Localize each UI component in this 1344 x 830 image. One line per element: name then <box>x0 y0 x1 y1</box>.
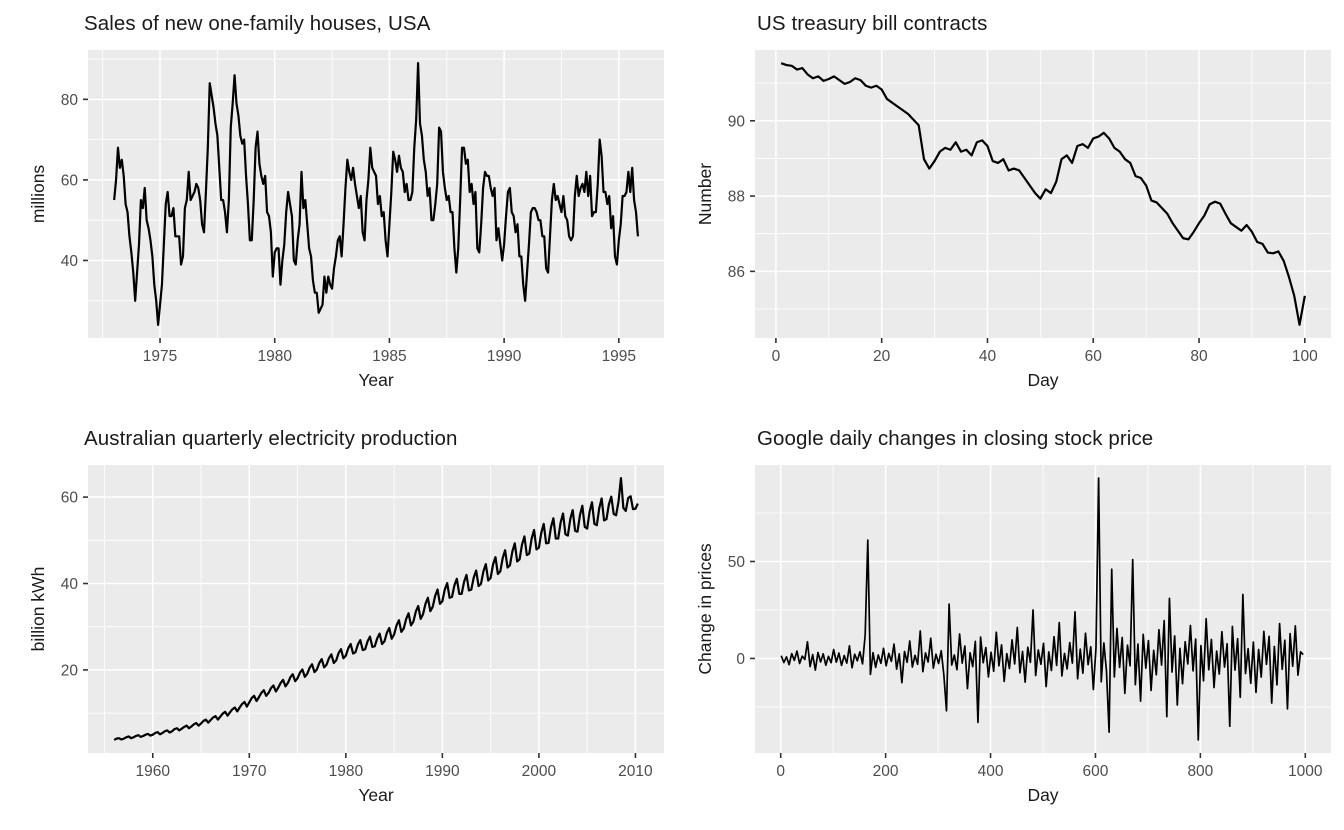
subplot-google-changes: Google daily changes in closing stock pr… <box>672 415 1344 830</box>
x-tick-label: 1960 <box>136 763 171 780</box>
x-axis-title: Year <box>358 370 394 390</box>
y-tick-label: 90 <box>728 113 746 130</box>
y-tick-label: 40 <box>61 576 79 593</box>
y-tick-label: 88 <box>728 189 745 206</box>
treasury-bills-chart: 0 20 40 60 80 100 86 88 90 Day Number <box>695 50 1331 390</box>
y-tick-label: 60 <box>61 172 79 189</box>
x-axis-title: Day <box>1027 785 1058 805</box>
x-tick-label: 0 <box>772 348 781 365</box>
x-tick-label: 1985 <box>372 348 406 365</box>
x-tick-label: 600 <box>1083 763 1109 780</box>
x-axis-title: Day <box>1027 370 1058 390</box>
x-tick-label: 2010 <box>618 763 653 780</box>
y-tick-label: 40 <box>61 253 79 270</box>
series-line <box>113 476 639 741</box>
y-tick-label: 86 <box>728 264 745 281</box>
x-tick-label: 1975 <box>143 348 177 365</box>
y-axis-title: Number <box>695 163 715 225</box>
chart-title-treasury-bills: US treasury bill contracts <box>757 12 988 35</box>
y-tick-label: 20 <box>61 662 79 679</box>
x-tick-label: 1990 <box>487 348 522 365</box>
chart-title-electricity: Australian quarterly electricity product… <box>84 427 458 450</box>
x-tick-label: 200 <box>873 763 899 780</box>
x-tick-label: 1980 <box>329 763 364 780</box>
series-line <box>780 477 1304 741</box>
y-axis-title: billion kWh <box>28 567 48 652</box>
electricity-chart: 1960 1970 1980 1990 2000 2010 20 40 60 Year billio… <box>28 465 664 805</box>
x-tick-label: 80 <box>1190 348 1208 365</box>
panel-background <box>88 465 664 753</box>
google-changes-chart: 0 200 400 600 800 1000 0 50 Day Change in prices <box>695 465 1331 805</box>
y-tick-label: 0 <box>736 651 745 668</box>
x-tick-label: 400 <box>978 763 1004 780</box>
x-tick-label: 1995 <box>602 348 636 365</box>
y-axis-title: Change in prices <box>695 543 715 675</box>
x-tick-label: 20 <box>873 348 891 365</box>
panel-background <box>88 50 664 338</box>
x-tick-label: 1970 <box>232 763 267 780</box>
x-tick-label: 1990 <box>425 763 460 780</box>
x-tick-label: 800 <box>1187 763 1213 780</box>
subplot-treasury-bills: US treasury bill contracts 0 20 40 60 80 100 8… <box>672 0 1344 415</box>
x-axis-title: Year <box>358 785 394 805</box>
y-tick-label: 80 <box>61 92 79 109</box>
subplot-electricity: Australian quarterly electricity product… <box>0 415 672 830</box>
x-tick-label: 1000 <box>1288 763 1323 780</box>
x-tick-label: 40 <box>979 348 997 365</box>
x-tick-label: 2000 <box>522 763 557 780</box>
subplot-house-sales: Sales of new one-family houses, USA 1975… <box>0 0 672 415</box>
x-tick-label: 1980 <box>257 348 292 365</box>
series-line <box>780 62 1306 326</box>
series-line <box>113 61 640 327</box>
x-tick-label: 100 <box>1292 348 1318 365</box>
y-tick-label: 60 <box>61 490 79 507</box>
x-tick-label: 60 <box>1085 348 1103 365</box>
x-tick-label: 0 <box>776 763 785 780</box>
chart-title-house-sales: Sales of new one-family houses, USA <box>84 12 431 35</box>
chart-title-google-changes: Google daily changes in closing stock pr… <box>757 427 1154 450</box>
y-tick-label: 50 <box>728 554 746 571</box>
y-axis-title: millions <box>28 165 48 224</box>
house-sales-chart: 1975 1980 1985 1990 1995 40 60 80 Year millions <box>28 50 664 390</box>
